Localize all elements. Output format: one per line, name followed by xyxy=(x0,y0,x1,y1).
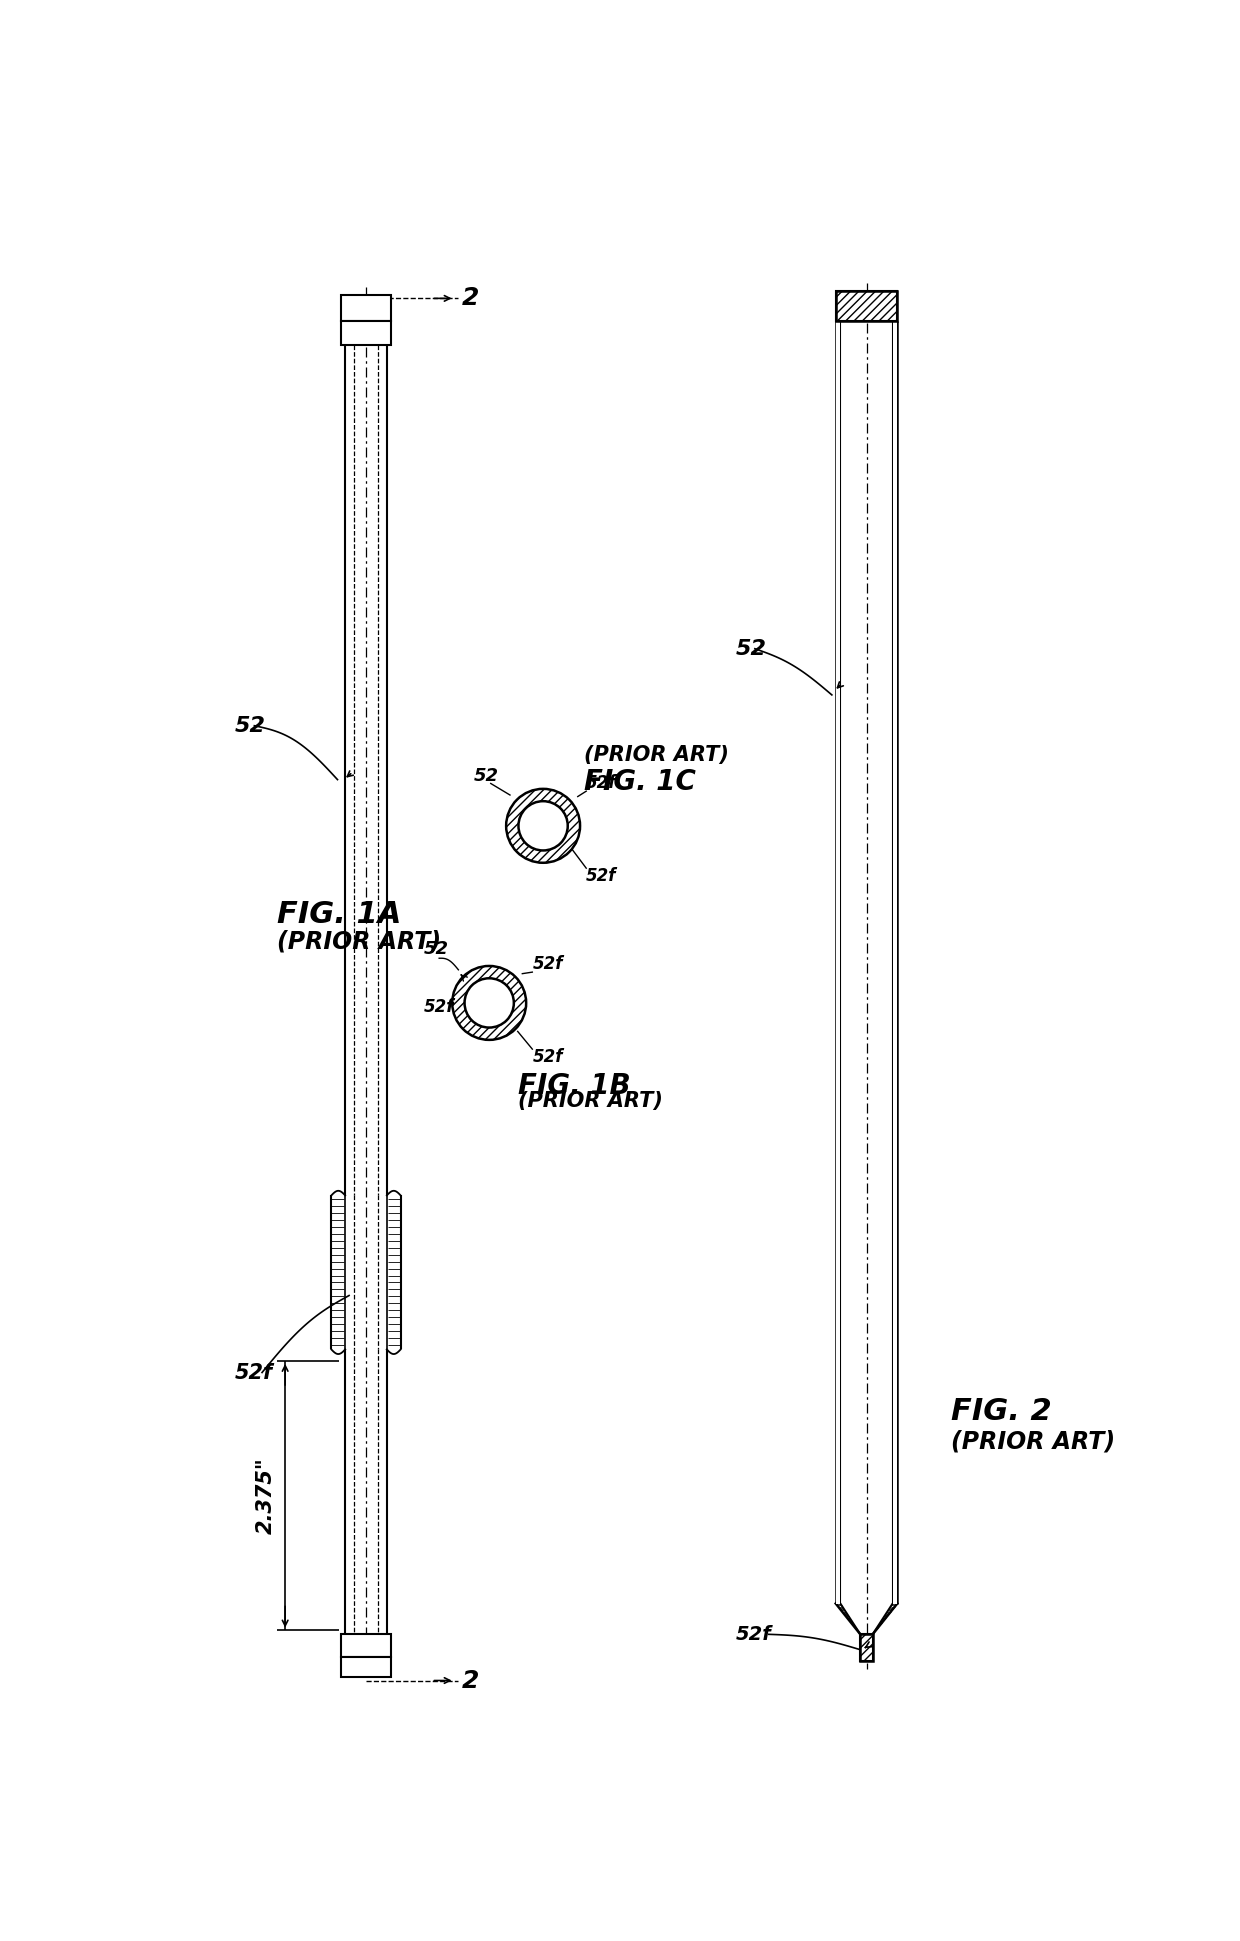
Text: 52f: 52f xyxy=(532,1048,563,1066)
Text: 52f: 52f xyxy=(424,998,454,1015)
Text: 52: 52 xyxy=(236,716,267,736)
Text: 52f: 52f xyxy=(532,955,563,974)
Text: (PRIOR ART): (PRIOR ART) xyxy=(951,1431,1115,1454)
Text: FIG. 2: FIG. 2 xyxy=(951,1396,1052,1425)
Circle shape xyxy=(465,978,513,1027)
Bar xyxy=(836,291,898,322)
Bar xyxy=(341,295,392,322)
Text: 2: 2 xyxy=(463,1669,480,1693)
Text: 52f: 52f xyxy=(587,868,616,885)
Bar xyxy=(341,1634,392,1658)
Bar xyxy=(861,1634,873,1661)
Text: (PRIOR ART): (PRIOR ART) xyxy=(584,745,729,765)
Text: 52: 52 xyxy=(474,767,498,784)
Bar xyxy=(836,291,898,322)
Text: 52: 52 xyxy=(424,939,449,959)
Text: 52: 52 xyxy=(735,639,766,658)
Text: FIG. 1B: FIG. 1B xyxy=(518,1071,631,1101)
Text: (PRIOR ART): (PRIOR ART) xyxy=(278,930,441,953)
Text: FIG. 1C: FIG. 1C xyxy=(584,769,696,796)
Bar xyxy=(341,1658,392,1677)
Circle shape xyxy=(453,967,526,1040)
Text: 52f: 52f xyxy=(735,1625,771,1644)
Text: FIG. 1A: FIG. 1A xyxy=(278,901,402,930)
Text: (PRIOR ART): (PRIOR ART) xyxy=(518,1091,663,1112)
Bar xyxy=(341,322,392,345)
Text: 52f: 52f xyxy=(236,1363,273,1382)
Bar xyxy=(861,1634,873,1661)
Text: 2: 2 xyxy=(463,287,480,311)
Text: 52f: 52f xyxy=(587,774,616,792)
Bar xyxy=(893,322,898,1603)
Circle shape xyxy=(518,802,568,850)
Bar xyxy=(836,322,841,1603)
Text: 2.375": 2.375" xyxy=(255,1458,277,1533)
Circle shape xyxy=(506,788,580,864)
